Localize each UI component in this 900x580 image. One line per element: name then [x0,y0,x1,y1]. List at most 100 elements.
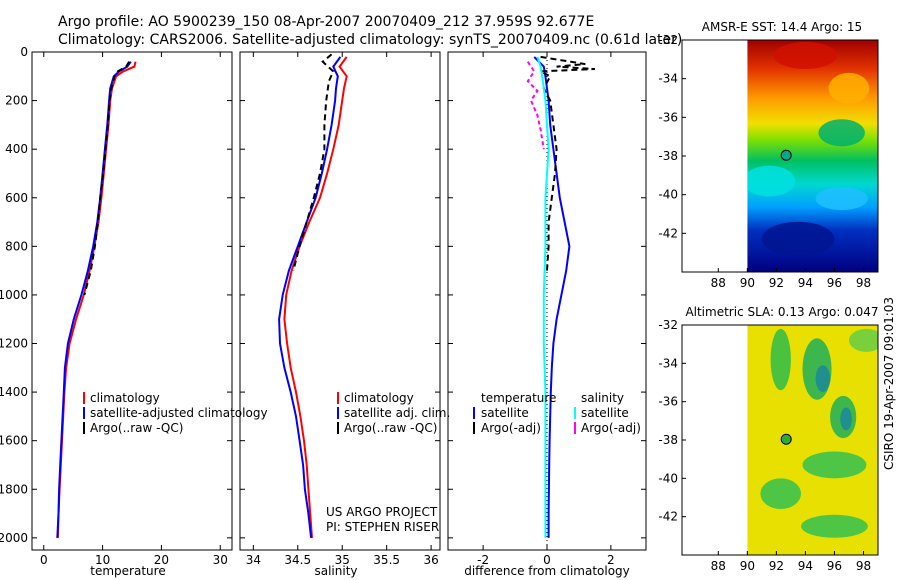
y-tick-label: 400 [5,142,28,156]
legend-climatology-label: climatology [344,391,414,405]
temperature-xlabel: temperature [90,564,165,578]
field-texture-patch [818,119,865,147]
legend-temp-satellite-label: satellite [481,406,529,420]
field-texture-patch [801,514,868,538]
map-x-tick-label: 92 [769,559,784,573]
x-tick-label: 34 [246,553,261,567]
field-texture-patch [761,221,835,257]
series-line-argo-raw-qc [83,61,130,296]
map-x-tick-label: 92 [769,276,784,290]
figure-title-line2: Climatology: CARS2006. Satellite-adjuste… [58,32,682,48]
salinity-xlabel: salinity [314,564,357,578]
y-tick-label: 1200 [0,337,28,351]
y-tick-label: 1600 [0,434,28,448]
sla-map-title: Altimetric SLA: 0.13 Argo: 0.047 [685,305,878,319]
series-line-argo-raw-qc [292,53,335,271]
x-tick-label: 30 [213,553,228,567]
legend-argo-label: Argo(..raw -QC) [90,421,183,435]
field-texture-patch [742,165,796,197]
x-tick-label: 0 [543,553,551,567]
y-tick-label: 0 [20,45,28,59]
x-tick-label: 34.5 [284,553,311,567]
field-texture-patch [815,186,868,211]
x-tick-label: 20 [154,553,169,567]
x-tick-label: 2 [607,553,615,567]
map-y-tick-label: -42 [658,226,678,240]
no-data-region [682,325,748,555]
legend-temp-argo-label: Argo(-adj) [481,421,541,435]
map-x-tick-label: 88 [711,559,726,573]
side-timestamp-label: CSIRO 19-Apr-2007 09:01:03 [882,297,896,470]
x-tick-label: 35 [335,553,350,567]
y-tick-label: 2000 [0,531,28,545]
map-y-tick-label: -32 [658,33,678,47]
map-y-tick-label: -38 [658,149,678,163]
map-x-tick-label: 88 [711,276,726,290]
legend-satellite-label: satellite adj. clim. [344,406,450,420]
series-line-climatology [283,56,348,538]
x-tick-label: 36 [423,553,438,567]
map-y-tick-label: -42 [658,510,678,524]
y-tick-label: 1800 [0,482,28,496]
legend-temperature-title: temperature [481,391,556,405]
field-texture-patch [802,451,867,479]
series-line-salinity-satellite [536,56,550,538]
field-texture-patch [773,41,838,69]
no-data-region [682,40,748,272]
map-y-tick-label: -40 [658,471,678,485]
sla-map-panel: Altimetric SLA: 0.13 Argo: 0.047 88 90 92 9… [658,305,878,573]
field-texture-patch [770,328,791,391]
sla-argo-marker [780,433,792,445]
difference-panel: -2 0 2 difference from climatology tempera… [447,51,647,578]
map-y-tick-label: -34 [658,72,678,86]
map-y-tick-label: -40 [658,188,678,202]
field-texture-patch [848,328,878,352]
sst-map-panel: AMSR-E SST: 14.4 Argo: 15 88 90 92 94 96 98 -3… [658,20,879,290]
x-tick-label: 35.5 [373,553,400,567]
pi-label: PI: STEPHEN RISER [326,520,439,534]
map-y-tick-label: -32 [658,318,678,332]
salinity-legend: climatology satellite adj. clim. Argo(..… [337,391,450,435]
map-x-tick-label: 94 [798,276,813,290]
map-x-tick-label: 90 [740,559,755,573]
legend-argo-label: Argo(..raw -QC) [344,421,437,435]
map-x-tick-label: 94 [798,559,813,573]
map-x-tick-label: 98 [856,559,871,573]
field-texture-patch [815,365,831,393]
x-tick-label: 10 [95,553,110,567]
field-texture-patch [840,407,852,431]
y-tick-label: 600 [5,191,28,205]
temperature-panel: 0 10 20 30 0 200 400 600 800 1000 1200 1400 1600 1800… [0,45,268,578]
legend-climatology-label: climatology [90,391,160,405]
series-line-satellite-adjusted-climatology [56,61,132,538]
series-line-temperature-argo-adj [536,55,595,271]
sst-map-title: AMSR-E SST: 14.4 Argo: 15 [702,20,862,34]
series-line-satellite-adj-clim [278,56,342,539]
y-tick-label: 200 [5,94,28,108]
field-texture-patch [828,72,870,104]
legend-satellite-label: satellite-adjusted climatology [90,406,268,420]
legend-sal-argo-label: Argo(-adj) [581,421,641,435]
y-tick-label: 1000 [0,288,28,302]
map-x-tick-label: 90 [740,276,755,290]
series-line-salinity-argo-adj [526,61,545,150]
temperature-legend: climatology satellite-adjusted climatolo… [83,391,268,435]
field-texture-patch [760,478,802,509]
map-y-tick-label: -38 [658,433,678,447]
map-y-tick-label: -36 [658,110,678,124]
series-line-climatology [56,61,137,538]
y-tick-label: 800 [5,239,28,253]
map-x-tick-label: 96 [827,276,842,290]
figure-title-line1: Argo profile: AO 5900239_150 08-Apr-2007… [58,14,594,30]
legend-salinity-title: salinity [581,391,624,405]
map-x-tick-label: 96 [827,559,842,573]
salinity-panel: 34 34.5 35 35.5 36 salinity climatology sate… [239,51,450,578]
difference-legend: temperature satellite Argo(-adj) salinit… [473,391,641,435]
map-y-tick-label: -34 [658,356,678,370]
map-x-tick-label: 98 [856,276,871,290]
difference-xlabel: difference from climatology [464,564,630,578]
x-tick-label: -2 [477,553,489,567]
sla-field [682,325,878,555]
sst-argo-marker [780,149,792,161]
